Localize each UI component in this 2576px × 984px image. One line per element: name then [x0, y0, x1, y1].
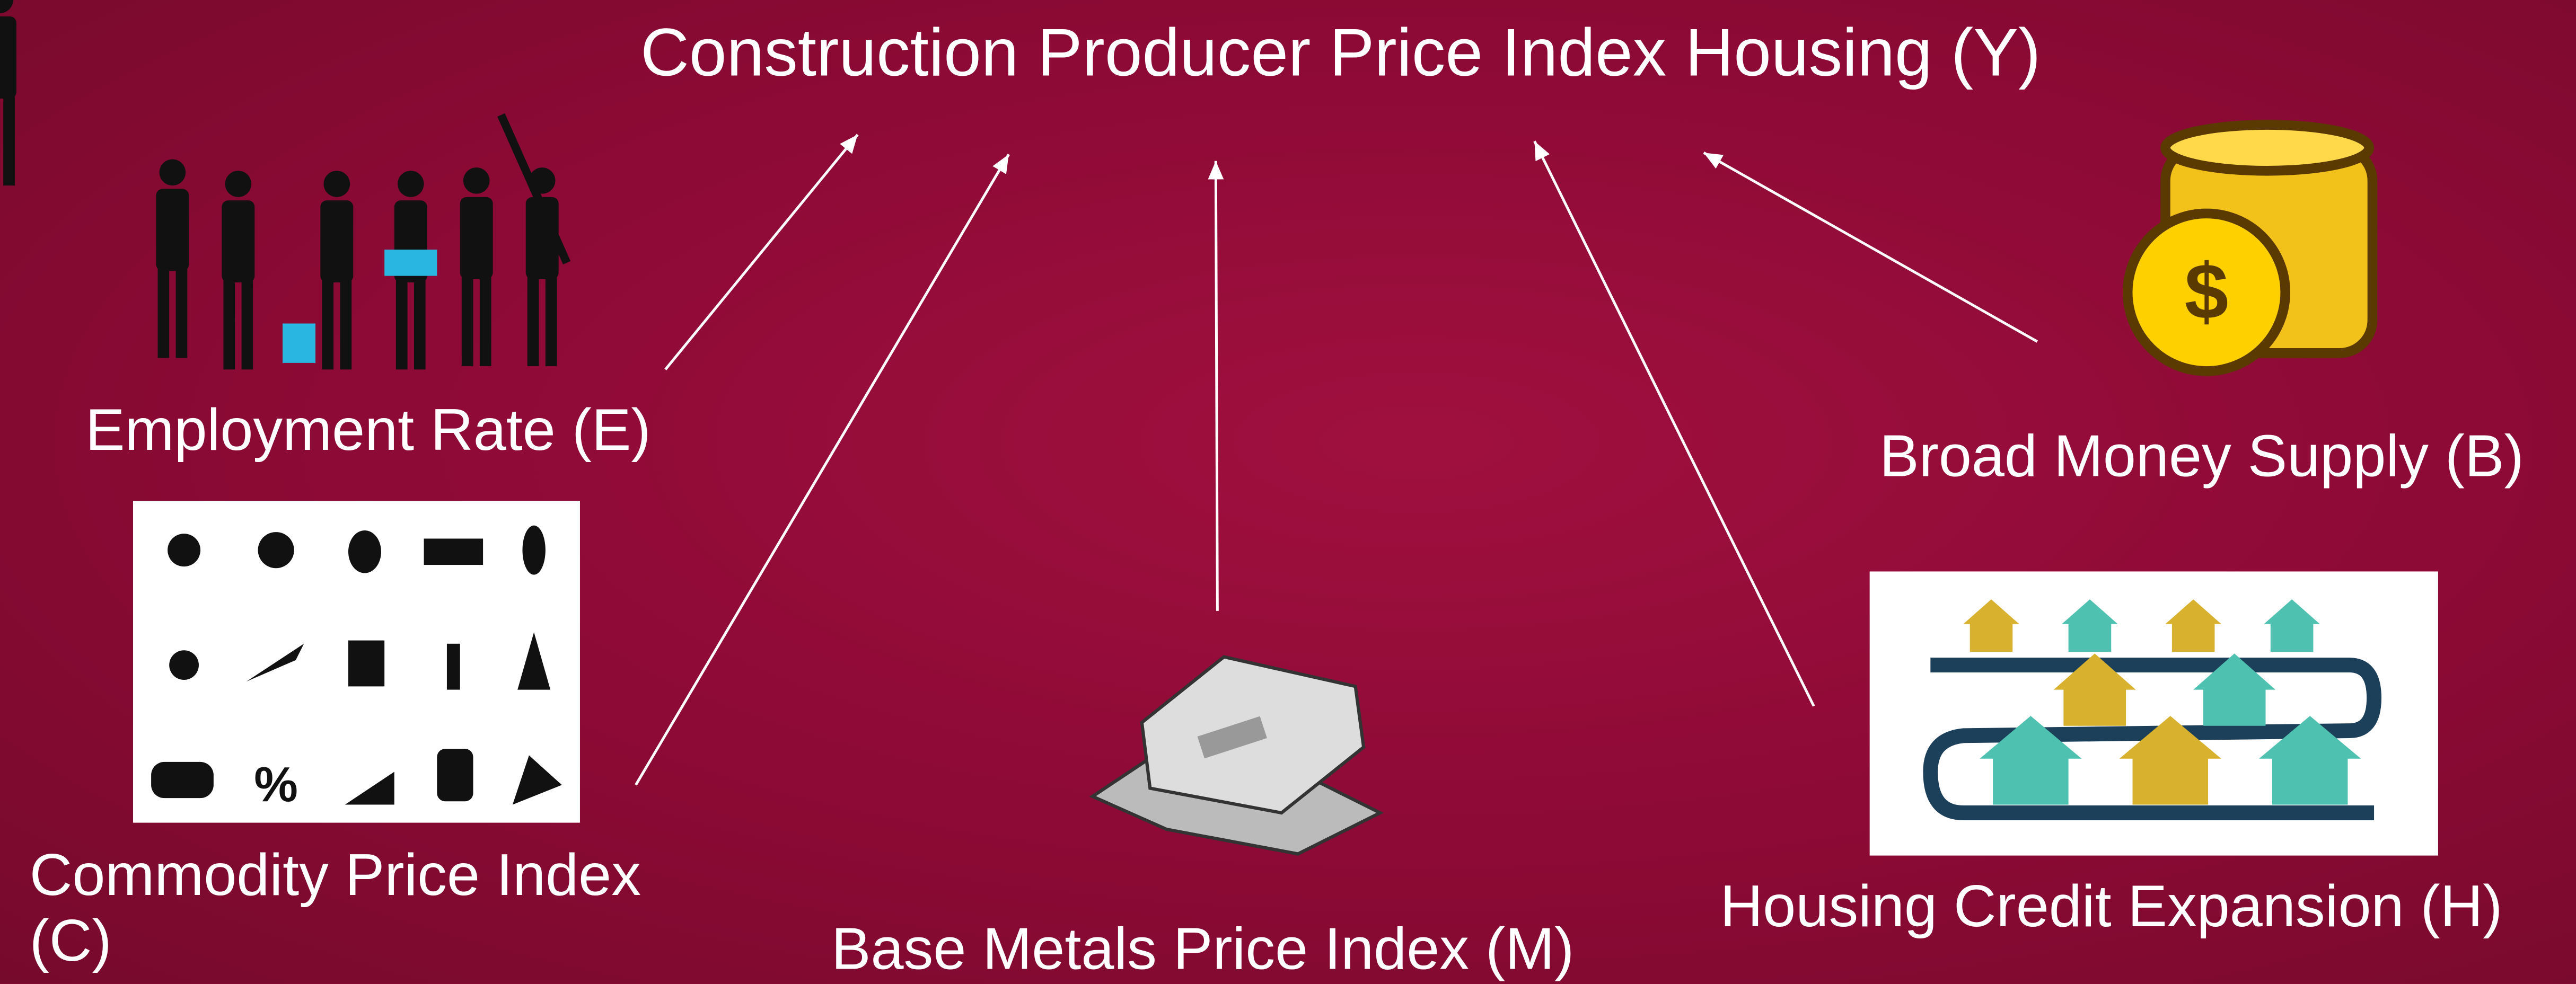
- arrow: [1216, 161, 1217, 611]
- coins-icon: $: [2127, 125, 2372, 371]
- svg-text:$: $: [2185, 247, 2229, 335]
- diagram-graphics: % $: [0, 0, 2576, 983]
- slide: % $ Construction Producer Price Index Ho…: [0, 0, 2576, 984]
- node-label: Commodity Price Index (C): [30, 843, 720, 974]
- diagram-title: Construction Producer Price Index Housin…: [0, 20, 2576, 85]
- slide-content: % $ Construction Producer Price Index Ho…: [0, 0, 2576, 983]
- node-label: Employment Rate (E): [85, 397, 650, 463]
- svg-text:%: %: [254, 757, 298, 812]
- node-label: Housing Credit Expansion (H): [1720, 874, 2503, 939]
- arrow: [636, 154, 1008, 785]
- arrow: [665, 135, 858, 369]
- arrow: [1534, 141, 1814, 706]
- metal-bars-icon: [1093, 657, 1380, 854]
- node-label: Broad Money Supply (B): [1879, 424, 2524, 490]
- arrow: [1704, 153, 2037, 341]
- node-label: Base Metals Price Index (M): [831, 916, 1574, 982]
